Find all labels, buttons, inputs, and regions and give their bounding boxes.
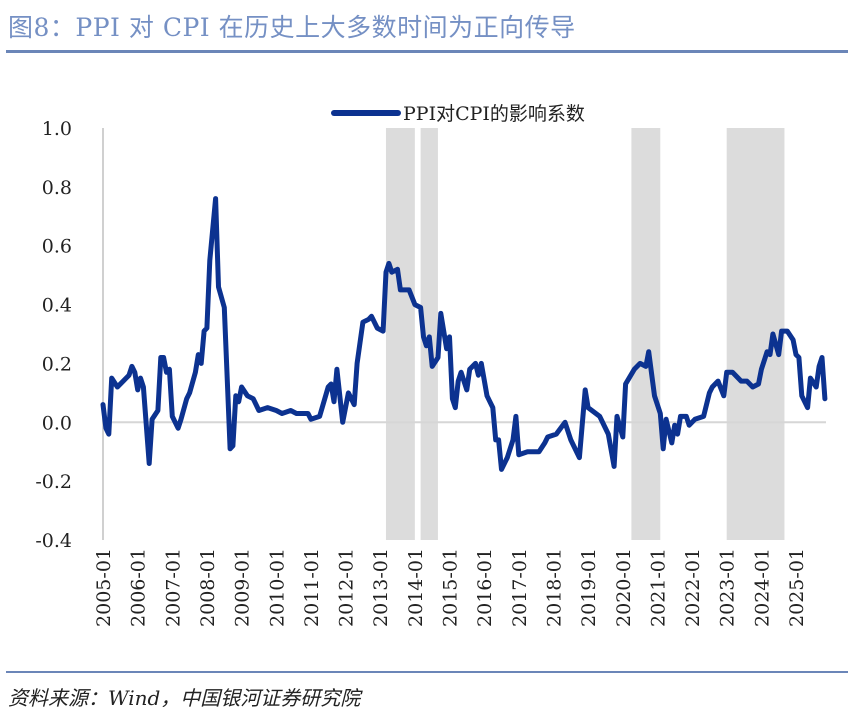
- y-tick-label: 0.6: [42, 236, 72, 258]
- x-tick-label: 2022-01: [682, 548, 704, 627]
- x-tick-label: 2020-01: [613, 548, 635, 627]
- x-tick-label: 2025-01: [786, 548, 808, 627]
- footer-divider: [6, 671, 848, 673]
- x-tick-label: 2017-01: [509, 548, 531, 627]
- x-tick-label: 2007-01: [162, 548, 184, 627]
- x-tick-label: 2019-01: [578, 548, 600, 627]
- x-tick-label: 2014-01: [405, 548, 427, 627]
- y-tick-label: 0.4: [42, 295, 72, 317]
- y-tick-label: -0.2: [35, 471, 72, 493]
- x-tick-label: 2006-01: [128, 548, 150, 627]
- x-tick-label: 2009-01: [232, 548, 254, 627]
- source-note: 资料来源：Wind，中国银河证券研究院: [8, 686, 361, 710]
- figure-title: 图8：PPI 对 CPI 在历史上大多数时间为正向传导: [8, 13, 576, 42]
- shaded-period-3: [631, 128, 661, 540]
- x-tick-label: 2008-01: [197, 548, 219, 627]
- x-tick-label: 2018-01: [543, 548, 565, 627]
- x-tick-label: 2011-01: [301, 548, 323, 627]
- shaded-period-2: [420, 128, 438, 540]
- x-tick-label: 2024-01: [751, 548, 773, 627]
- x-tick-label: 2005-01: [93, 548, 115, 627]
- legend-label: PPI对CPI的影响系数: [403, 103, 585, 125]
- x-tick-label: 2021-01: [647, 548, 669, 627]
- x-tick-label: 2010-01: [266, 548, 288, 627]
- series-line: [100, 196, 828, 472]
- y-tick-label: 0.2: [42, 353, 72, 375]
- shaded-period-1: [385, 128, 415, 540]
- y-tick-label: 0.0: [42, 412, 72, 434]
- x-tick-label: 2016-01: [474, 548, 496, 627]
- title-divider: [6, 50, 848, 53]
- x-tick-label: 2012-01: [336, 548, 358, 627]
- shaded-period-4: [726, 128, 785, 540]
- y-tick-label: -0.4: [35, 530, 72, 552]
- y-tick-label: 1.0: [42, 118, 72, 140]
- y-tick-label: 0.8: [42, 177, 72, 199]
- x-tick-label: 2015-01: [440, 548, 462, 627]
- x-tick-label: 2013-01: [370, 548, 392, 627]
- x-tick-label: 2023-01: [717, 548, 739, 627]
- legend: PPI对CPI的影响系数: [331, 103, 585, 125]
